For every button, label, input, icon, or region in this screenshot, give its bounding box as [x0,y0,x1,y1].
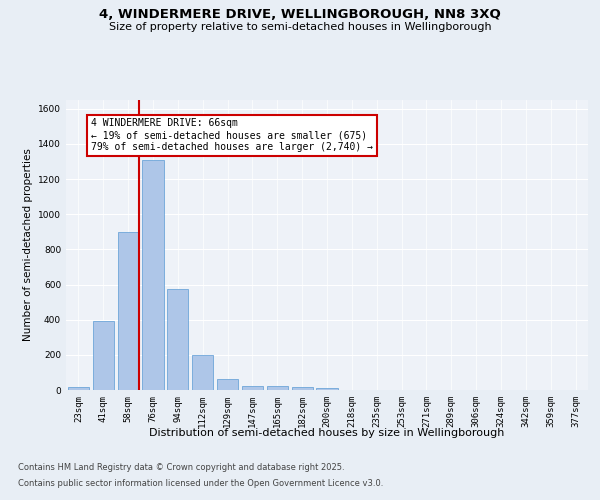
Bar [142,160,164,390]
Text: Contains HM Land Registry data © Crown copyright and database right 2025.: Contains HM Land Registry data © Crown c… [18,464,344,472]
Text: 4, WINDERMERE DRIVE, WELLINGBOROUGH, NN8 3XQ: 4, WINDERMERE DRIVE, WELLINGBOROUGH, NN8… [99,8,501,20]
Bar [192,355,213,390]
Bar [217,378,238,390]
Bar [242,386,263,390]
Bar [118,232,139,390]
Text: Contains public sector information licensed under the Open Government Licence v3: Contains public sector information licen… [18,478,383,488]
Bar [167,289,188,390]
Y-axis label: Number of semi-detached properties: Number of semi-detached properties [23,148,32,342]
Bar [292,388,313,390]
Bar [68,388,89,390]
Text: 4 WINDERMERE DRIVE: 66sqm
← 19% of semi-detached houses are smaller (675)
79% of: 4 WINDERMERE DRIVE: 66sqm ← 19% of semi-… [91,118,373,152]
Bar [93,322,114,390]
Bar [316,388,338,390]
Bar [267,386,288,390]
Text: Size of property relative to semi-detached houses in Wellingborough: Size of property relative to semi-detach… [109,22,491,32]
Text: Distribution of semi-detached houses by size in Wellingborough: Distribution of semi-detached houses by … [149,428,505,438]
